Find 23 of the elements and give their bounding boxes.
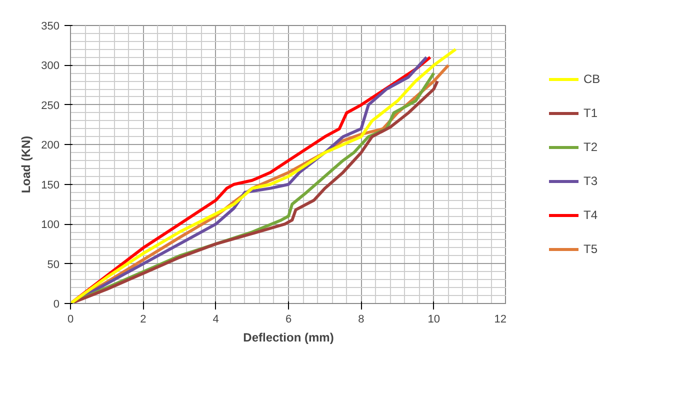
y-tick-label: 0 <box>53 298 60 310</box>
legend-label: T4 <box>584 208 599 222</box>
y-tick-label: 250 <box>41 100 60 112</box>
y-tick-label: 150 <box>41 179 60 192</box>
legend-label: T3 <box>584 174 599 188</box>
y-tick-label: 300 <box>41 60 60 72</box>
legend-label: CB <box>584 72 602 86</box>
y-axis-title: Load (KN) <box>19 136 34 194</box>
legend-label: T5 <box>584 242 599 256</box>
legend-label: T1 <box>584 106 599 120</box>
x-tick-label: 2 <box>140 314 146 326</box>
x-tick-label: 6 <box>285 314 292 326</box>
legend-label: T2 <box>584 140 599 154</box>
x-tick-label: 10 <box>428 314 440 326</box>
x-tick-label: 4 <box>212 314 219 326</box>
y-tick-label: 50 <box>47 258 60 271</box>
y-tick-label: 200 <box>41 140 60 152</box>
x-tick-label: 0 <box>67 314 74 326</box>
y-tick-label: 100 <box>41 219 60 232</box>
x-axis-title: Deflection (mm) <box>243 330 334 344</box>
y-tick-label: 350 <box>41 20 60 32</box>
x-tick-label: 12 <box>494 314 507 326</box>
x-tick-label: 8 <box>358 314 364 326</box>
